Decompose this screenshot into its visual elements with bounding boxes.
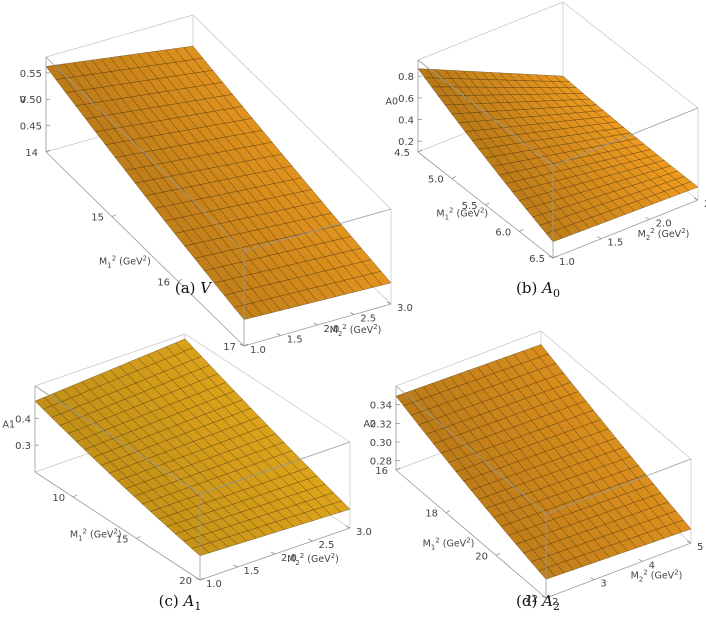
z-axis-label: A0 xyxy=(385,96,398,107)
chart-panel-2: 4.5 5.0 5.5 6.0 6.5 1.0 1.5 2.0 2.5 0.2 0.4 0.6 0.8 A… xyxy=(385,1,706,300)
x-tick-label: 17 xyxy=(223,342,236,353)
y-tick-label: 5 xyxy=(697,542,703,553)
panel-caption: (c) A1 xyxy=(159,592,202,613)
x-tick-label: 15 xyxy=(116,534,129,545)
x-tick-label: 6.0 xyxy=(495,228,511,239)
z-tick-label: 0.32 xyxy=(370,419,392,430)
surface-mesh xyxy=(34,338,351,557)
z-tick-label: 0.3 xyxy=(15,441,31,452)
y-tick-label: 1.0 xyxy=(206,579,222,590)
chart-panel-3: 10 15 20 1.0 1.5 2.0 2.5 3.0 0.3 0.4A1 M12 (GeV2) M… xyxy=(2,333,372,613)
y-axis-label: M22 (GeV2) xyxy=(287,552,339,567)
x-axis-label: M12 (GeV2) xyxy=(70,527,122,542)
y-tick-label: 1.5 xyxy=(287,335,303,346)
y-axis-label: M22 (GeV2) xyxy=(330,323,382,338)
y-tick-label: 2.5 xyxy=(319,540,335,551)
y-axis-label: M22 (GeV2) xyxy=(631,569,683,584)
x-tick-label: 10 xyxy=(52,493,65,504)
z-tick-label: 0.34 xyxy=(370,401,392,412)
y-tick-label: 3 xyxy=(600,579,606,590)
y-tick-label: 2.5 xyxy=(704,199,706,210)
y-tick-label: 2.5 xyxy=(360,314,376,325)
x-axis-label: M12 (GeV2) xyxy=(423,536,475,551)
z-tick-label: 0.45 xyxy=(20,122,42,133)
z-tick-label: 0.55 xyxy=(20,69,42,80)
z-tick-label: 0.28 xyxy=(370,457,392,468)
x-tick-label: 15 xyxy=(91,213,104,224)
surface-mesh xyxy=(395,344,692,580)
box-front-edges xyxy=(395,385,692,599)
x-tick-label: 5.0 xyxy=(428,175,444,186)
x-tick-label: 6.5 xyxy=(529,254,545,265)
y-tick-label: 2.0 xyxy=(656,218,672,229)
x-tick-label: 18 xyxy=(425,509,438,520)
z-tick-label: 0.30 xyxy=(370,438,392,449)
x-tick-label: 14 xyxy=(25,148,38,159)
z-tick-label: 0.50 xyxy=(20,95,42,106)
z-tick-label: 0.4 xyxy=(398,116,414,127)
x-axis-label: M12 (GeV2) xyxy=(436,206,488,221)
z-tick-label: 0.6 xyxy=(398,94,414,105)
panel-caption: (a) V xyxy=(175,279,213,297)
y-tick-label: 4 xyxy=(649,560,655,571)
x-tick-label: 16 xyxy=(375,466,388,477)
z-axis-label: A1 xyxy=(2,420,15,431)
y-tick-label: 1.5 xyxy=(244,566,260,577)
y-tick-label: 2 xyxy=(552,597,558,608)
x-tick-label: 16 xyxy=(157,277,170,288)
x-tick-label: 22 xyxy=(525,594,538,605)
surface-mesh xyxy=(417,68,699,243)
y-tick-label: 3.0 xyxy=(397,303,413,314)
x-tick-label: 4.5 xyxy=(394,148,410,159)
y-tick-label: 2.0 xyxy=(324,324,340,335)
z-axis-label: V xyxy=(20,95,27,106)
x-tick-label: 20 xyxy=(475,551,488,562)
panel-caption: (b) A0 xyxy=(516,279,560,300)
y-axis-label: M22 (GeV2) xyxy=(638,227,690,242)
y-tick-label: 1.0 xyxy=(250,345,266,356)
y-tick-label: 1.0 xyxy=(559,257,575,268)
panel-caption: (d) A2 xyxy=(516,592,560,613)
y-tick-label: 1.5 xyxy=(607,238,623,249)
x-tick-label: 5.5 xyxy=(462,201,478,212)
z-tick-label: 0.2 xyxy=(398,137,414,148)
z-tick-label: 0.4 xyxy=(15,414,31,425)
x-axis-label: M12 (GeV2) xyxy=(99,255,151,270)
chart-panel-1: 14 15 16 17 1.0 1.5 2.0 2.5 3.0 0.45 0.50 0.55 V M12 … xyxy=(20,14,413,356)
z-axis-label: A2 xyxy=(363,419,376,430)
y-tick-label: 2.0 xyxy=(281,553,297,564)
surface-mesh xyxy=(45,45,392,320)
y-tick-label: 3.0 xyxy=(356,527,372,538)
x-tick-label: 20 xyxy=(179,576,192,587)
z-tick-label: 0.8 xyxy=(398,72,414,83)
